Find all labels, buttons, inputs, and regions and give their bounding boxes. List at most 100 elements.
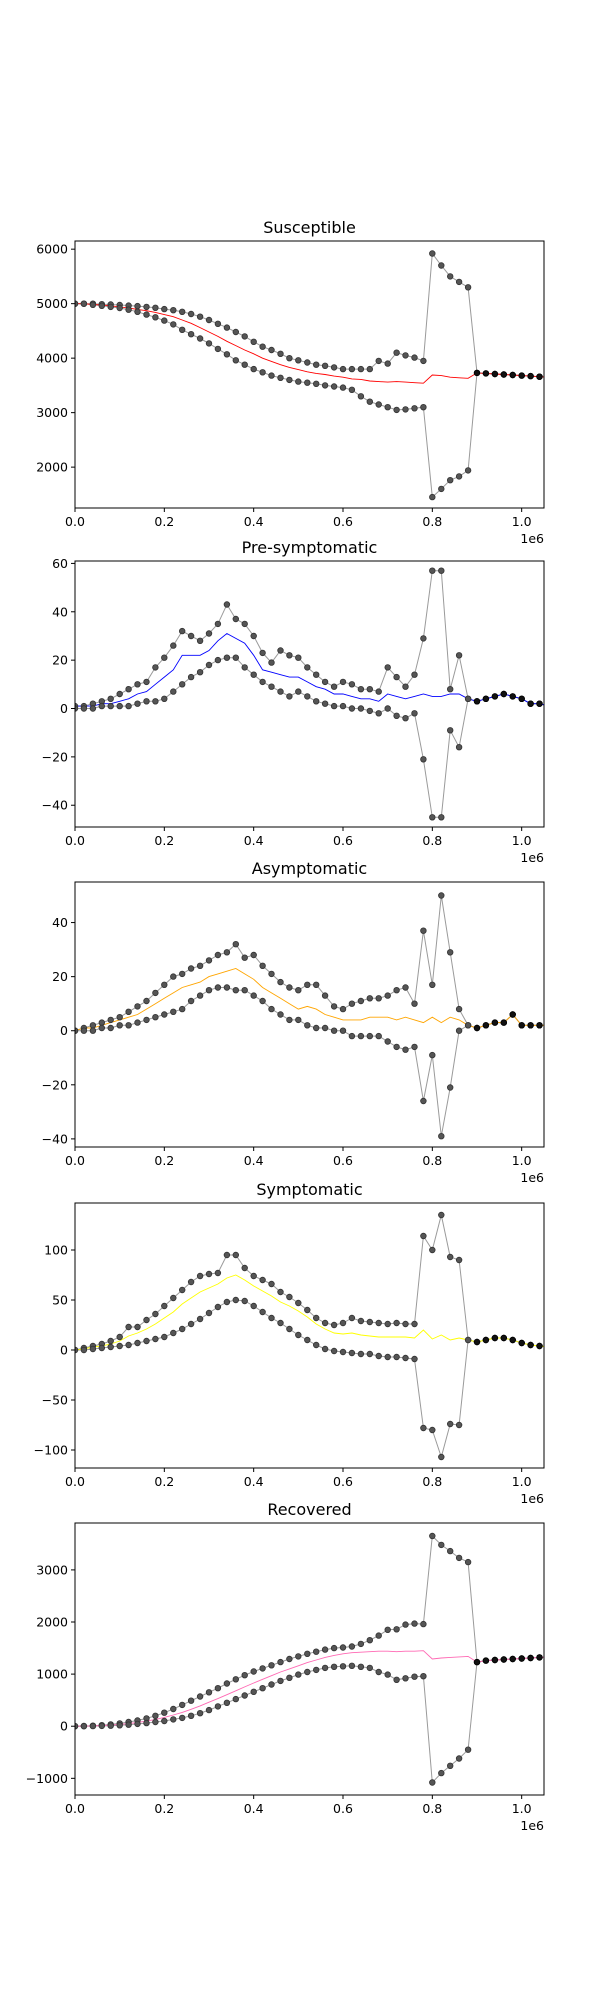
asymptomatic-lower-point	[241, 987, 248, 994]
susceptible-lower-point	[223, 351, 231, 358]
recovered-lower-point	[223, 1699, 231, 1706]
pre-symptomatic-upper-point	[339, 678, 347, 686]
susceptible-lower-point	[473, 369, 481, 377]
pre-symptomatic-upper-point	[313, 671, 320, 678]
pre-symptomatic-lower-point	[277, 688, 284, 695]
symptomatic-lower-point	[447, 1420, 454, 1428]
recovered-lower-point	[420, 1672, 427, 1680]
recovered-upper-point	[348, 1643, 356, 1650]
recovered-lower-point	[161, 1717, 168, 1725]
pre-symptomatic-upper-point	[330, 683, 338, 690]
susceptible-upper-point	[402, 352, 409, 359]
susceptible-lower-point	[455, 473, 463, 480]
pre-symptomatic-lower-point	[402, 715, 409, 722]
susceptible-lower-point	[357, 393, 365, 400]
susceptible-upper-point	[447, 273, 454, 280]
asymptomatic-upper-point	[125, 1008, 132, 1015]
pre-symptomatic-upper-point	[259, 649, 266, 657]
susceptible-lower-point	[205, 340, 213, 347]
asymptomatic-lower-point	[447, 1084, 454, 1091]
pre-symptomatic-upper-point	[411, 671, 418, 678]
susceptible-upper-point	[366, 365, 373, 373]
pre-symptomatic-lower-point	[268, 683, 275, 690]
symptomatic-lower-point	[393, 1353, 400, 1361]
asymptomatic-lower-point	[223, 984, 231, 991]
asymptomatic-upper-point	[313, 981, 320, 988]
susceptible-title: Susceptible	[263, 218, 356, 237]
recovered-upper-point	[295, 1653, 302, 1660]
susceptible-upper-point	[313, 361, 320, 368]
symptomatic-lower-point	[411, 1355, 418, 1363]
asymptomatic-lower-point	[348, 1032, 356, 1040]
susceptible-upper-point	[464, 284, 472, 291]
susceptible-mean-line	[75, 303, 544, 384]
symptomatic-lower-point	[161, 1333, 168, 1341]
symptomatic-upper-point	[241, 1264, 248, 1272]
pre-symptomatic-upper-point	[223, 601, 231, 608]
asymptomatic-upper-point	[455, 1005, 463, 1013]
symptomatic-upper-point	[375, 1319, 382, 1327]
pre-symptomatic-lower-point	[321, 700, 329, 707]
recovered-upper-point	[170, 1705, 177, 1713]
asymptomatic-lower-point	[482, 1022, 490, 1029]
symptomatic-y-tick-label: 50	[52, 1293, 68, 1308]
asymptomatic-lower-point	[116, 1022, 123, 1029]
pre-symptomatic-upper-point	[196, 637, 204, 644]
pre-symptomatic-upper-point	[348, 681, 356, 688]
pre-symptomatic-upper-point	[455, 652, 463, 659]
pre-symptomatic-upper-point	[107, 695, 114, 702]
symptomatic-axes-frame	[74, 1202, 545, 1469]
asymptomatic-upper-point	[384, 992, 391, 999]
recovered-lower-point	[232, 1695, 239, 1703]
pre-symptomatic-upper-point	[241, 620, 248, 628]
symptomatic-lower-point	[295, 1331, 302, 1339]
susceptible-y-tick-label: 2000	[36, 460, 68, 475]
pre-symptomatic-lower-point	[152, 698, 159, 705]
asymptomatic-upper-point	[89, 1022, 97, 1029]
symptomatic-x-tick-label: 0.8	[422, 1474, 442, 1489]
pre-symptomatic-lower-point	[286, 693, 293, 700]
pre-symptomatic-lower-point	[214, 656, 222, 664]
recovered-upper-point	[286, 1655, 293, 1663]
susceptible-lower-point	[321, 382, 329, 389]
asymptomatic-lower-point	[205, 987, 213, 994]
asymptomatic-upper-point	[178, 970, 186, 978]
pre-symptomatic-upper-point	[366, 686, 373, 693]
recovered-lower-point	[546, 1654, 552, 1660]
recovered-y-tick-label: 2000	[36, 1615, 68, 1630]
pre-symptomatic-x-tick-label: 0.8	[422, 833, 442, 848]
susceptible-lower-point	[152, 314, 159, 321]
susceptible-lower-point	[75, 300, 79, 307]
pre-symptomatic-lower-point	[116, 702, 123, 710]
recovered-lower-point	[259, 1684, 266, 1692]
asymptomatic-upper-point	[214, 951, 222, 959]
asymptomatic-lower-point	[500, 1019, 507, 1026]
asymptomatic-upper-point	[348, 1000, 356, 1007]
recovered-upper-point	[393, 1626, 400, 1633]
pre-symptomatic-axes-frame	[74, 560, 545, 828]
symptomatic-lower-point	[321, 1345, 329, 1353]
pre-symptomatic-lower-point	[491, 693, 499, 700]
recovered-x-tick-label: 0.0	[65, 1801, 85, 1816]
recovered-lower-point	[339, 1663, 347, 1670]
susceptible-upper-point	[429, 250, 436, 257]
susceptible-lower-bound-line	[75, 303, 544, 499]
symptomatic-x-tick-label: 0.6	[333, 1474, 353, 1489]
recovered-upper-point	[330, 1644, 338, 1652]
symptomatic-lower-point	[277, 1319, 284, 1327]
symptomatic-upper-point	[330, 1321, 338, 1329]
asymptomatic-lower-point	[384, 1038, 391, 1045]
asymptomatic-upper-point	[170, 973, 177, 980]
symptomatic-upper-point	[429, 1246, 436, 1254]
susceptible-upper-point	[277, 350, 284, 357]
susceptible-lower-point	[500, 371, 507, 378]
symptomatic-lower-point	[348, 1349, 356, 1357]
susceptible-lower-point	[304, 379, 311, 386]
symptomatic-upper-point	[259, 1276, 266, 1284]
recovered-lower-point	[89, 1722, 97, 1730]
asymptomatic-y-tick-label: 0	[60, 1023, 68, 1038]
pre-symptomatic-lower-point	[196, 669, 204, 676]
pre-symptomatic-lower-point	[161, 695, 168, 702]
recovered-upper-point	[429, 1532, 436, 1540]
susceptible-upper-point	[393, 349, 400, 356]
